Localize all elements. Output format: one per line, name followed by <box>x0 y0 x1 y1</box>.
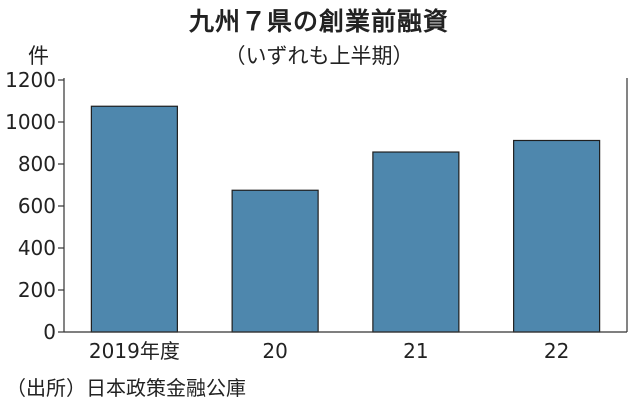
y-tick-label-5: 1000 <box>5 110 56 134</box>
chart-title: 九州７県の創業前融資 <box>188 7 449 36</box>
y-tick-label-1: 200 <box>18 278 56 302</box>
x-tick-label-1: 20 <box>262 339 287 363</box>
y-tick-label-3: 600 <box>18 194 56 218</box>
bar-3 <box>513 139 601 333</box>
y-tick-label-6: 1200 <box>5 68 56 92</box>
bar-1 <box>231 189 319 333</box>
y-tick-label-2: 400 <box>18 236 56 260</box>
y-tick-label-4: 800 <box>18 152 56 176</box>
x-tick-label-0: 2019年度 <box>89 339 180 363</box>
y-axis-unit-label: 件 <box>28 44 49 68</box>
bar-0 <box>90 105 178 333</box>
y-tick-label-0: 0 <box>43 320 56 344</box>
x-tick-label-3: 22 <box>544 339 569 363</box>
chart-subtitle: （いずれも上半期） <box>224 44 414 68</box>
x-tick-label-2: 21 <box>403 339 428 363</box>
bar-2 <box>372 151 460 333</box>
source-note: （出所）日本政策金融公庫 <box>6 376 246 400</box>
